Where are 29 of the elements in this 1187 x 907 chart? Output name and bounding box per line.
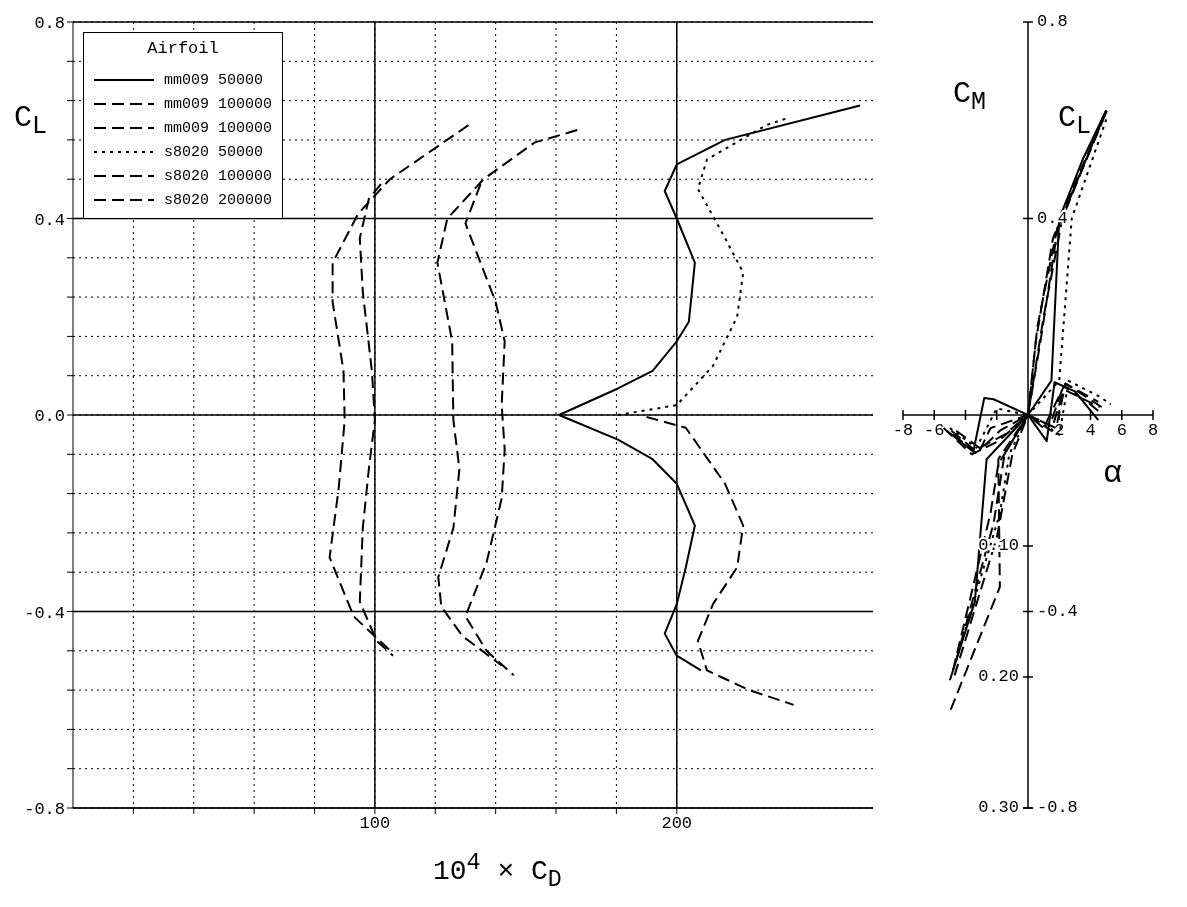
x-tick-label: 200 <box>661 814 693 834</box>
x-axis-title: 10$^{4}$ × C$_{D}$ <box>433 850 562 893</box>
legend-label: mm009 100000 <box>164 95 273 113</box>
y-axis-title: C$_{L}$ <box>14 100 48 141</box>
legend-label: mm009 100000 <box>164 119 273 137</box>
y-tick-label: -0.8 <box>1037 798 1078 818</box>
y-tick-label: -0.8 <box>24 800 65 820</box>
y2-axis-title: C$_{M}$ <box>953 77 987 118</box>
legend-label: mm009 50000 <box>164 71 264 89</box>
y2-tick-label: 0.30 <box>978 798 1019 818</box>
x-tick-label: 6 <box>1116 421 1127 441</box>
y-tick-label: 0.8 <box>34 14 65 34</box>
legend-label: s8020 100000 <box>164 167 273 185</box>
x-axis-title: α <box>1103 455 1123 492</box>
y-tick-label: -0.4 <box>24 603 65 623</box>
x-tick-label: 100 <box>359 814 391 834</box>
y-axis-title: C$_{L}$ <box>1058 100 1092 141</box>
legend-label: s8020 50000 <box>164 143 264 161</box>
x-tick-label: 8 <box>1147 421 1159 441</box>
y-tick-label: 0.0 <box>34 407 65 427</box>
x-tick-label: -6 <box>924 421 945 441</box>
y-tick-label: -0.4 <box>1037 601 1078 621</box>
y-tick-label: 0.4 <box>34 210 65 230</box>
x-tick-label: 4 <box>1085 421 1096 441</box>
legend-label: s8020 200000 <box>164 191 273 209</box>
y-tick-label: 0.8 <box>1037 12 1068 32</box>
x-tick-label: -8 <box>892 421 914 441</box>
legend-title: Airfoil <box>146 39 220 58</box>
y2-tick-label: 0.20 <box>978 667 1019 687</box>
